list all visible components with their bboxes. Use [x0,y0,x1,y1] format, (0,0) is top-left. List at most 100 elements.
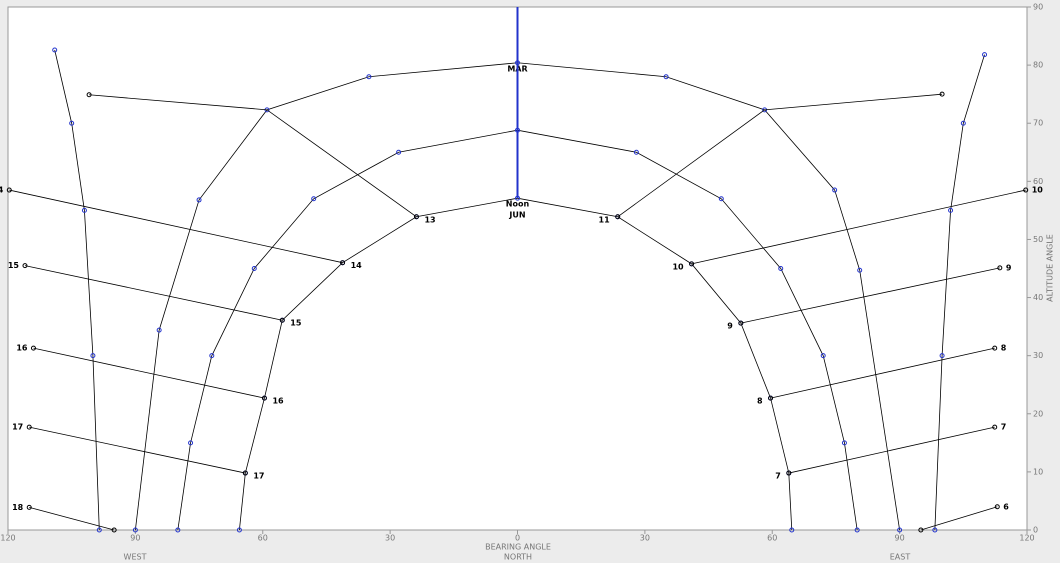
sun-marker [897,527,903,533]
sun-marker [932,527,938,533]
hour-label: 8 [1001,344,1007,353]
hour-label: 9 [727,322,733,331]
sun-marker [820,353,826,359]
hour-marker [6,187,12,193]
hour-marker [992,345,998,351]
sun-marker [663,74,669,80]
sun-marker [982,52,988,58]
hour-marker [22,263,28,269]
hour-marker [994,504,1000,510]
hour-marker [615,214,621,220]
sun-marker [175,527,181,533]
sun-marker [69,120,75,126]
y-tick-label: 0 [1033,526,1038,535]
sun-marker [960,120,966,126]
y-tick-label: 70 [1033,119,1043,128]
x-tick-label: 60 [258,534,268,543]
sun-marker [132,527,138,533]
sun-marker [832,187,838,193]
sun-marker [939,353,945,359]
hour-label: 16 [272,397,284,406]
x-axis-title: BEARING ANGLE [485,543,551,552]
y-tick-label: 40 [1033,293,1043,302]
x-left-label: WEST [124,553,147,562]
y-tick-label: 10 [1033,467,1043,476]
sun-marker [841,440,847,446]
hour-line [33,347,265,399]
hour-marker [1023,187,1029,193]
sun-marker [789,527,795,533]
x-tick-label: 30 [385,534,395,543]
hour-line [788,426,995,474]
sun-marker [948,207,954,213]
sun-marker [251,266,257,271]
x-tick-label: 120 [1019,534,1034,543]
sun-marker [718,196,724,202]
hour-label: 11 [599,215,611,224]
hour-marker [992,424,998,430]
hour-label: 15 [290,319,302,328]
hour-line [691,189,1026,265]
hour-line [24,265,283,321]
date-label: JUN [508,211,525,220]
x-tick-label: 120 [0,534,15,543]
hour-label: 10 [672,262,684,271]
y-tick-label: 30 [1033,351,1043,360]
date-line [54,49,100,531]
hour-label: 15 [8,261,20,270]
sun-marker [156,327,162,333]
sun-marker [857,267,863,273]
sun-marker [196,197,202,203]
hour-marker [738,320,744,326]
x-tick-label: 90 [895,534,905,543]
y-tick-label: 80 [1033,61,1043,70]
hour-marker [689,261,695,267]
x-tick-label: 90 [130,534,140,543]
hour-marker [30,345,36,351]
x-tick-label: 0 [515,534,520,543]
sun-marker [236,527,242,533]
date-line [934,54,985,531]
hour-marker [111,527,117,533]
sun-marker [396,149,402,155]
hour-line [770,347,995,399]
hour-line [920,506,998,531]
hour-label: 7 [775,472,781,481]
sun-marker [633,149,639,155]
hour-line [29,506,115,531]
hour-line [9,189,343,264]
x-center-label: NORTH [504,553,532,562]
sun-marker [209,353,215,359]
hour-marker [413,214,419,220]
hour-label: 9 [1006,263,1012,272]
x-right-label: EAST [890,553,911,562]
x-tick-label: 60 [767,534,777,543]
sun-marker [311,196,317,202]
hour-line [29,426,246,474]
hour-label: 8 [757,397,763,406]
hour-label: 17 [12,423,23,432]
hour-line [617,93,943,218]
hour-marker [939,91,945,97]
sun-marker [96,527,102,533]
hour-marker [26,424,32,430]
x-tick-label: 30 [640,534,650,543]
y-tick-label: 20 [1033,409,1043,418]
sun-marker [854,527,860,533]
sun-marker [90,353,96,359]
hour-marker [340,260,346,266]
hour-label: 16 [16,344,28,353]
y-tick-label: 90 [1033,3,1043,12]
hour-marker [918,527,924,533]
hour-marker [26,504,32,510]
hour-marker [768,395,774,401]
sun-marker [81,207,87,213]
hour-label: 14 [0,186,4,195]
sun-marker [188,440,194,446]
hour-label: 17 [253,472,264,481]
y-axis-title: ALTITUDE ANGLE [1046,234,1055,302]
hour-label: 6 [1003,502,1009,511]
sun-marker [366,74,372,80]
sun-marker [52,47,58,53]
hour-marker [997,265,1003,271]
